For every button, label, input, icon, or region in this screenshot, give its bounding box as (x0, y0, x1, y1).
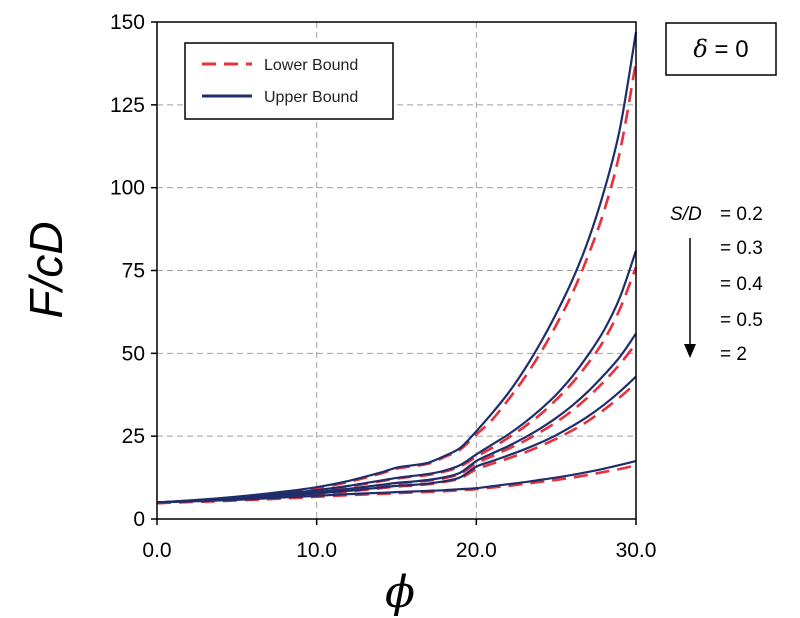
y-tick-label: 50 (122, 342, 145, 365)
delta-annotation: δ = 0 (665, 22, 777, 76)
upper-bound-line-sd-0-5 (156, 375, 637, 504)
lower-bound-line-sd-0-2 (156, 61, 638, 505)
sd-value-4: = 2 (720, 344, 747, 365)
upper-bound-line-sd-2 (156, 459, 637, 504)
delta-symbol: δ (693, 35, 707, 63)
sd-value-3: = 0.5 (720, 310, 763, 331)
delta-value: = 0 (708, 36, 749, 63)
tick-labels: 0 25 50 75 100 125 150 0.0 10.0 20.0 30.0 (110, 11, 656, 562)
y-tick-label: 25 (122, 425, 145, 448)
upper-bound-line-sd-0-3 (156, 250, 638, 504)
delta-annotation-box (665, 22, 777, 76)
y-tick-label: 75 (122, 260, 145, 283)
sd-label: S/D (670, 204, 702, 225)
sd-arrow-head-icon (684, 344, 696, 358)
y-tick-label: 100 (110, 177, 145, 200)
legend-lower-bound-label: Lower Bound (264, 57, 358, 74)
x-tick-label: 20.0 (456, 539, 497, 562)
y-axis-label: F/cD (20, 221, 72, 318)
x-tick-label: 30.0 (616, 539, 657, 562)
y-tick-label: 150 (110, 11, 145, 34)
y-tick-label: 125 (110, 94, 145, 117)
delta-annotation-text: δ = 0 (693, 35, 748, 63)
sd-value-1: = 0.3 (720, 238, 763, 259)
x-tick-label: 0.0 (142, 539, 171, 562)
y-tick-label: 0 (133, 508, 145, 531)
legend-box (184, 42, 394, 120)
legend-upper-bound-label: Upper Bound (264, 89, 358, 106)
series-group (156, 31, 638, 505)
upper-bound-line-sd-0-2 (156, 31, 638, 504)
x-tick-label: 10.0 (296, 539, 337, 562)
sd-value-2: = 0.4 (720, 274, 763, 295)
x-axis-label: ϕ (385, 567, 415, 618)
sd-value-0: = 0.2 (720, 204, 763, 225)
legend: Lower Bound Upper Bound (184, 42, 394, 120)
sd-annotation: S/D = 0.2 = 0.3 = 0.4 = 0.5 = 2 (670, 204, 763, 365)
